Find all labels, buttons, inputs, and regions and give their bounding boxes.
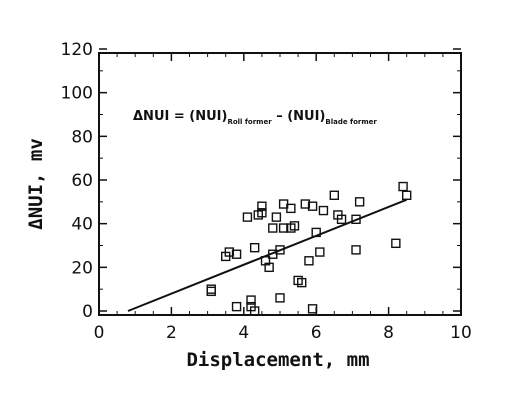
data-point [257, 201, 267, 211]
data-point [286, 203, 296, 214]
data-points [206, 181, 412, 316]
data-point [231, 301, 242, 312]
data-point [231, 249, 242, 259]
x-axis-title: Displacement, mm [186, 349, 369, 371]
data-point [257, 208, 267, 218]
data-point [242, 212, 253, 222]
x-tick-label: 8 [383, 323, 394, 343]
data-point [307, 304, 318, 314]
data-point [315, 247, 325, 257]
y-tick-label: 100 [61, 84, 93, 104]
data-point [307, 201, 318, 211]
data-point [391, 238, 401, 249]
y-tick-label: 40 [71, 215, 93, 235]
y-axis: 0 20 40 60 80 100 120 [61, 40, 461, 322]
annotation-sub-blade: Blade former [325, 118, 377, 126]
data-point [289, 221, 300, 231]
data-point [398, 181, 408, 192]
data-point [402, 190, 412, 200]
data-point [246, 295, 256, 305]
y-tick-label: 120 [61, 40, 93, 60]
data-point [268, 223, 278, 233]
y-tick-label: 60 [71, 171, 93, 191]
data-point [297, 277, 307, 288]
x-tick-label: 0 [94, 323, 105, 343]
data-point [271, 212, 282, 222]
data-point [249, 306, 260, 316]
annotation-formula: ΔNUI = (NUI)Roll former – (NUI)Blade for… [133, 109, 377, 126]
data-point [329, 190, 339, 200]
data-point [354, 197, 365, 207]
y-tick-label: 80 [71, 127, 93, 147]
annotation-prefix: ΔNUI = (NUI) [133, 109, 227, 124]
fit-line [127, 198, 408, 312]
data-point [278, 223, 289, 233]
annotation-sub-roll: Roll former [227, 118, 272, 126]
data-point [300, 199, 311, 209]
data-point [264, 262, 274, 273]
data-point [351, 214, 361, 225]
data-point [318, 205, 329, 216]
x-tick-label: 6 [311, 323, 322, 343]
data-point [311, 227, 321, 238]
y-tick-label: 0 [82, 302, 93, 322]
x-axis: 0 2 4 6 8 10 [94, 53, 472, 343]
x-tick-label: 2 [166, 323, 177, 343]
data-point [304, 256, 314, 266]
annotation-middle: – (NUI) [272, 109, 326, 124]
data-point [275, 293, 285, 303]
data-point [249, 242, 260, 253]
data-point [336, 214, 347, 225]
x-tick-label: 4 [238, 323, 249, 343]
y-axis-title: ΔNUI, mv [25, 138, 47, 230]
data-point [206, 286, 216, 297]
data-point [224, 247, 235, 257]
data-point [275, 245, 285, 255]
data-point [351, 245, 361, 255]
y-tick-label: 20 [71, 258, 93, 278]
x-tick-label: 10 [450, 323, 472, 343]
data-point [206, 284, 216, 294]
